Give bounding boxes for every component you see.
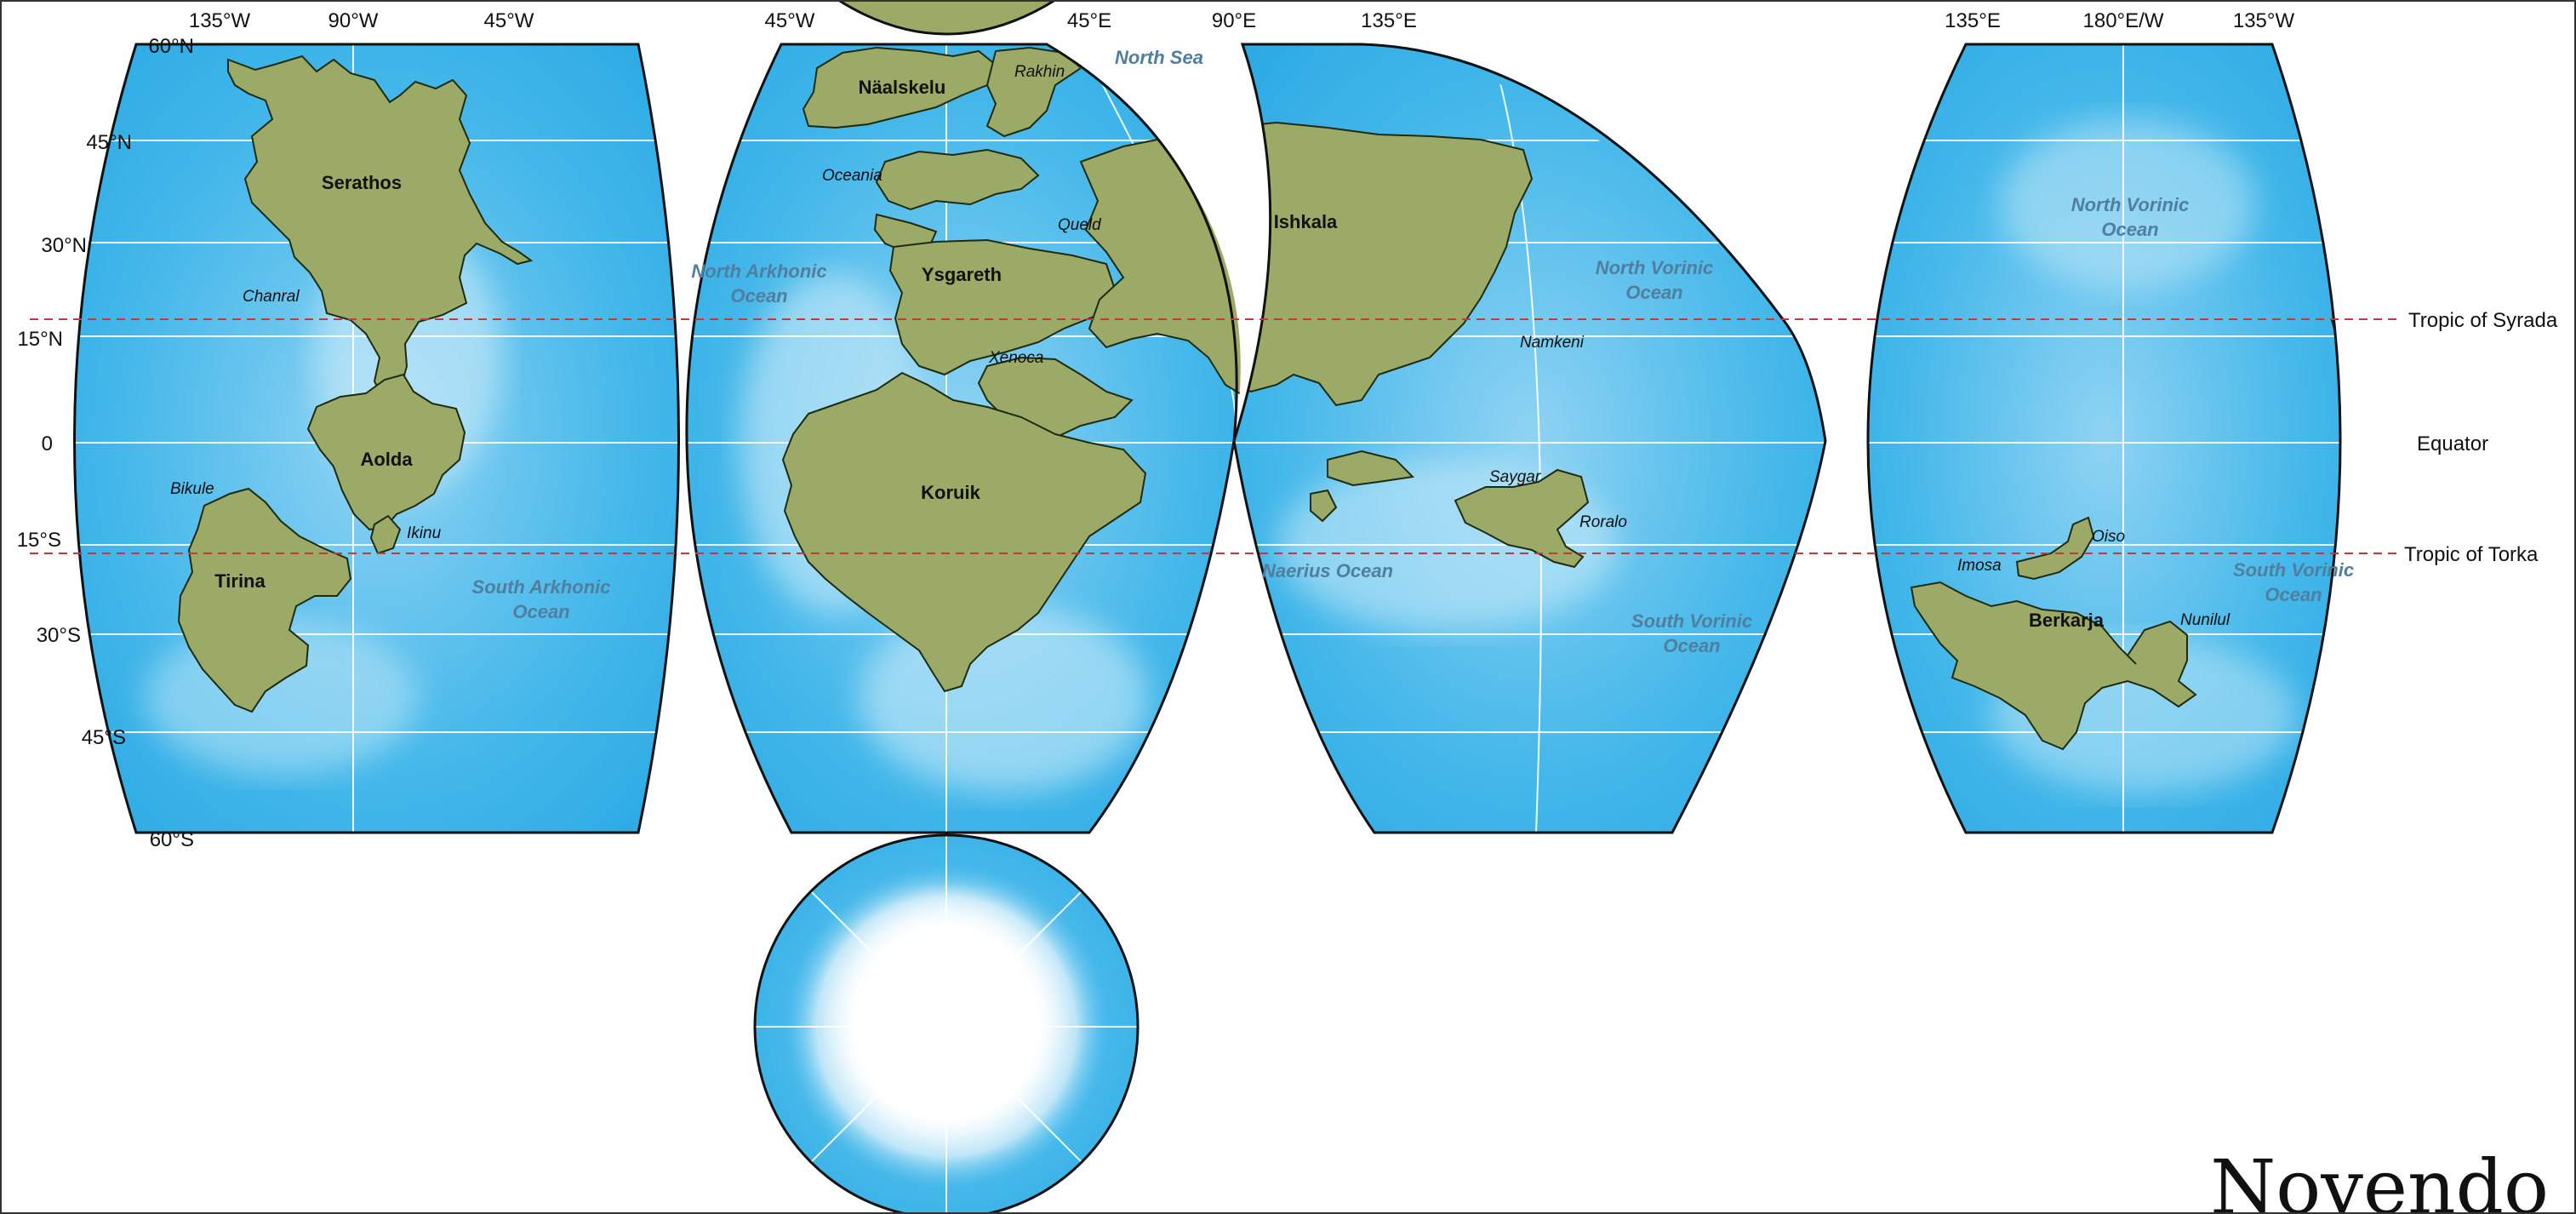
landmass-saygar <box>1454 468 1590 569</box>
lon-label: 45°W <box>765 9 815 32</box>
lat-label: 30°N <box>41 234 87 257</box>
label-place: Roralo <box>1579 513 1627 531</box>
graticule-lobe-1 <box>74 44 679 833</box>
label-place: Bikule <box>170 480 214 498</box>
lon-label: 135°W <box>189 9 251 32</box>
lat-label: 45°S <box>82 726 126 749</box>
label-ocean: North Sea <box>1115 47 1203 68</box>
label-place: Saygar <box>1489 468 1541 486</box>
label-place: Xenoca <box>988 349 1043 367</box>
label-aolda: Aolda <box>360 449 413 470</box>
lat-label: 60°N <box>148 35 194 58</box>
reference-line-labels: Tropic of Syrada Equator Tropic of Torka <box>2404 309 2558 566</box>
label-ocean: Ocean <box>512 601 569 622</box>
tropic-north-label: Tropic of Syrada <box>2408 309 2558 332</box>
map-lobe-2 <box>685 43 1241 834</box>
lat-label: 45°N <box>86 131 132 154</box>
landmass-serathos <box>227 54 534 402</box>
label-ocean: North Vorinic <box>1596 257 1714 278</box>
label-ocean: Ocean <box>2265 584 2322 605</box>
lon-label: 135°E <box>1945 9 2001 32</box>
label-ocean: South Arkhonic <box>472 576 611 598</box>
label-ocean: Ocean <box>730 285 787 306</box>
lon-label: 180°E/W <box>2083 9 2164 32</box>
equator-label: Equator <box>2417 432 2488 455</box>
lon-label: 90°E <box>1212 9 1256 32</box>
label-berkarja: Berkarja <box>2029 610 2105 631</box>
south-pole-circle <box>753 833 1139 1214</box>
lon-label: 135°W <box>2233 9 2295 32</box>
lat-label: 15°S <box>17 529 61 552</box>
longitude-labels: 135°W 90°W 45°W 45°W 45°E 90°E 135°E 135… <box>189 9 2295 32</box>
label-place: Nunilul <box>2180 611 2230 629</box>
label-place: Oiso <box>2092 528 2125 546</box>
label-tirina: Tirina <box>214 570 266 592</box>
landmass-tirina <box>177 487 352 713</box>
label-ocean: South Vorinic <box>2233 559 2354 581</box>
label-ysgareth: Ysgareth <box>922 264 1002 285</box>
label-place: Rakhin <box>1014 63 1065 81</box>
landmass-berkarja <box>1910 581 2197 751</box>
landmass-labels: Serathos Aolda Tirina Näalskelu Ysgareth… <box>214 77 2105 631</box>
label-serathos: Serathos <box>322 172 402 193</box>
landmass-aolda <box>306 373 466 531</box>
lon-label: 45°E <box>1067 9 1111 32</box>
label-place: Imosa <box>1957 557 2002 575</box>
label-place: Chanral <box>243 288 300 306</box>
label-place: Oceania <box>822 167 882 185</box>
label-place: Namkeni <box>1520 334 1585 352</box>
tropic-lines <box>30 318 2400 554</box>
lon-label: 90°W <box>328 9 379 32</box>
ocean-labels: South Arkhonic Ocean North Arkhonic Ocea… <box>472 47 2355 656</box>
label-place: Ikinu <box>407 524 442 542</box>
landmass-imosa <box>2015 516 2095 581</box>
landmass-koruik <box>781 371 1147 693</box>
label-naalskelu: Näalskelu <box>859 77 946 98</box>
label-ishkala: Ishkala <box>1274 211 1338 232</box>
map-lobe-4 <box>1866 43 2342 834</box>
tropic-south-label: Tropic of Torka <box>2404 543 2539 566</box>
map-lobe-3 <box>1232 43 1827 834</box>
lat-label: 0 <box>42 432 53 455</box>
place-labels: Chanral Bikule Ikinu Rakhin Oceania Quel… <box>170 63 2230 629</box>
label-koruik: Koruik <box>921 482 980 503</box>
label-ocean: Ocean <box>2101 219 2158 240</box>
label-ocean: North Arkhonic <box>691 261 826 282</box>
label-ocean: Ocean <box>1625 282 1682 303</box>
map-title: Novendo <box>2210 1143 2549 1214</box>
latitude-labels: 60°N 45°N 30°N 15°N 0 15°S 30°S 45°S 60°… <box>17 35 194 851</box>
landmass-ysgareth <box>888 238 1117 376</box>
north-pole-cap <box>836 0 1058 36</box>
lat-label: 30°S <box>37 624 81 647</box>
landmass-naalskelu <box>802 46 997 129</box>
label-ocean: South Vorinic <box>1631 610 1752 632</box>
label-ocean: North Vorinic <box>2071 194 2190 215</box>
label-ocean: Ocean <box>1663 635 1720 656</box>
lat-label: 60°S <box>150 828 194 851</box>
lon-label: 45°W <box>484 9 534 32</box>
lon-label: 135°E <box>1361 9 1417 32</box>
map-lobe-1 <box>73 43 680 834</box>
label-place: Queld <box>1058 216 1102 234</box>
lat-label: 15°N <box>17 328 63 351</box>
label-ocean: Naerius Ocean <box>1262 560 1393 581</box>
